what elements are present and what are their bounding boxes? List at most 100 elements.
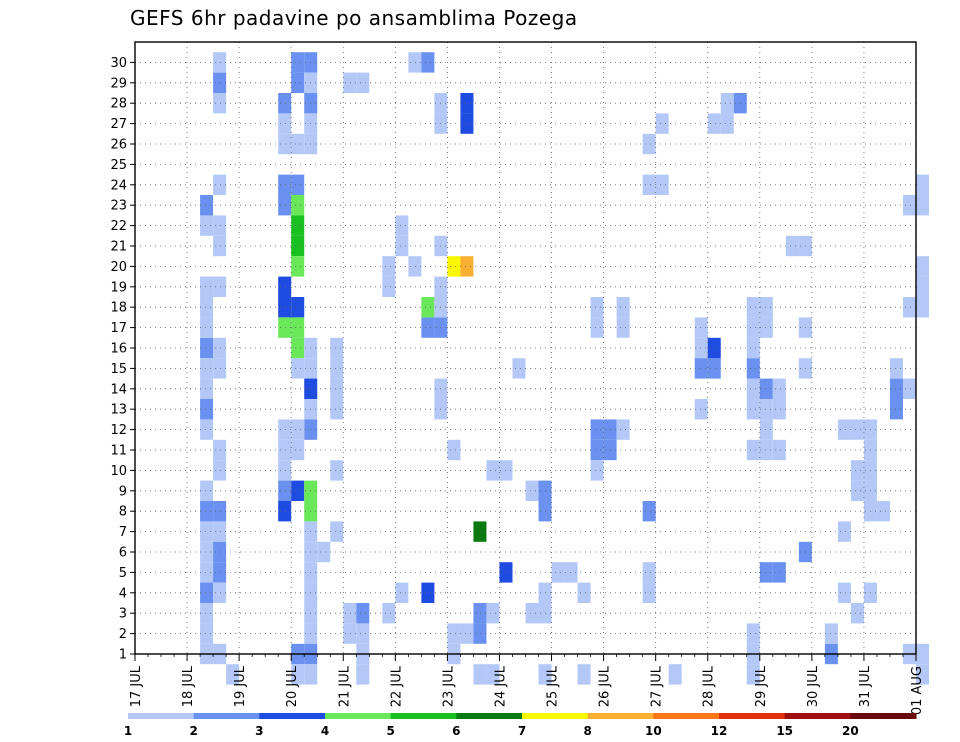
precip-cell xyxy=(889,358,903,379)
precip-cell xyxy=(694,399,708,420)
precip-cell xyxy=(278,317,292,338)
precip-cell xyxy=(213,501,227,522)
precip-cell xyxy=(356,603,370,624)
precip-cell xyxy=(694,317,708,338)
precip-cell xyxy=(200,276,214,297)
precip-cell xyxy=(850,419,864,440)
colorbar-segment xyxy=(390,713,457,719)
precip-cell xyxy=(707,358,721,379)
precip-cell xyxy=(213,276,227,297)
y-tick-label: 27 xyxy=(110,117,127,132)
y-tick-label: 28 xyxy=(110,97,127,112)
precip-cell xyxy=(330,358,344,379)
precip-cell xyxy=(291,337,305,359)
precip-cell xyxy=(213,541,227,563)
precip-cell xyxy=(356,72,370,93)
precip-cell xyxy=(889,399,903,420)
precip-cell xyxy=(746,623,760,644)
precip-cell xyxy=(577,582,591,603)
precip-cell xyxy=(408,256,422,277)
precip-cell xyxy=(200,623,214,644)
colorbar-segment xyxy=(193,713,260,719)
precip-cell xyxy=(421,582,435,603)
colorbar-label: 2 xyxy=(189,724,197,738)
precip-cell xyxy=(564,562,578,583)
colorbar-label: 4 xyxy=(321,724,329,738)
precip-cell xyxy=(421,52,435,73)
precip-cell xyxy=(460,256,474,277)
precip-cell xyxy=(772,439,786,461)
y-tick-label: 22 xyxy=(110,219,127,234)
colorbar-label: 6 xyxy=(452,724,460,738)
x-tick-label: 25 JUL xyxy=(546,665,561,707)
x-tick-label: 22 JUL xyxy=(389,665,404,707)
x-tick-label: 29 JUL xyxy=(754,665,769,707)
x-tick-label: 24 JUL xyxy=(493,665,508,707)
precip-cell xyxy=(200,195,214,216)
colorbar-label: 20 xyxy=(842,724,859,738)
x-tick-label: 17 JUL xyxy=(129,665,144,707)
y-tick-label: 10 xyxy=(110,464,127,479)
precip-cell xyxy=(356,623,370,644)
y-tick-label: 8 xyxy=(119,505,127,520)
y-tick-label: 18 xyxy=(110,301,127,316)
precip-cell xyxy=(707,337,721,359)
precip-cell xyxy=(837,521,851,542)
precip-cell xyxy=(330,521,344,542)
precip-cell xyxy=(213,52,227,73)
precip-cell xyxy=(343,72,357,93)
precip-cell xyxy=(291,358,305,379)
precip-cell xyxy=(694,358,708,379)
precip-cell xyxy=(278,297,292,318)
precip-cell xyxy=(577,664,591,685)
precip-cell xyxy=(278,195,292,216)
precip-cell xyxy=(382,276,396,297)
precip-cell xyxy=(408,52,422,73)
precip-cell xyxy=(916,195,930,216)
precip-cell xyxy=(642,582,656,603)
precip-cell xyxy=(707,113,721,134)
y-tick-label: 25 xyxy=(110,158,127,173)
precip-cell xyxy=(655,113,669,134)
precip-cell xyxy=(746,399,760,420)
precip-cell xyxy=(291,215,305,236)
x-tick-label: 26 JUL xyxy=(598,665,613,707)
y-tick-label: 30 xyxy=(110,56,127,71)
precip-cell xyxy=(421,297,435,318)
precip-cell xyxy=(213,358,227,379)
colorbar-label: 15 xyxy=(776,724,793,738)
precip-cell xyxy=(317,541,331,563)
precip-cell xyxy=(200,582,214,603)
x-tick-label: 18 JUL xyxy=(181,665,196,707)
precip-cell xyxy=(291,235,305,257)
precip-cell xyxy=(200,521,214,542)
precip-cell xyxy=(278,419,292,440)
precip-cell xyxy=(330,399,344,420)
precip-cell xyxy=(200,317,214,338)
precip-cell xyxy=(278,480,292,501)
x-tick-label: 28 JUL xyxy=(702,665,717,707)
precip-cell xyxy=(291,317,305,338)
colorbar-label: 7 xyxy=(518,724,526,738)
x-tick-label: 01 AUG xyxy=(910,666,925,715)
precip-cell xyxy=(837,419,851,440)
precip-cell xyxy=(590,419,604,440)
y-tick-label: 11 xyxy=(110,444,127,459)
precip-cell xyxy=(486,664,500,685)
precip-cell xyxy=(278,93,292,114)
precip-cell xyxy=(291,174,305,195)
precip-cell xyxy=(291,256,305,277)
precip-cell xyxy=(525,603,539,624)
precip-cell xyxy=(538,664,552,685)
precip-cell xyxy=(213,521,227,542)
y-tick-label: 14 xyxy=(110,382,127,397)
precip-cell xyxy=(759,419,773,440)
precip-cell xyxy=(642,174,656,195)
precip-cell xyxy=(746,664,760,685)
precip-cell xyxy=(291,72,305,93)
y-tick-label: 29 xyxy=(110,76,127,91)
precip-cell xyxy=(473,623,487,644)
precip-cell xyxy=(291,297,305,318)
colorbar-segment xyxy=(259,713,326,719)
precip-cell xyxy=(759,297,773,318)
